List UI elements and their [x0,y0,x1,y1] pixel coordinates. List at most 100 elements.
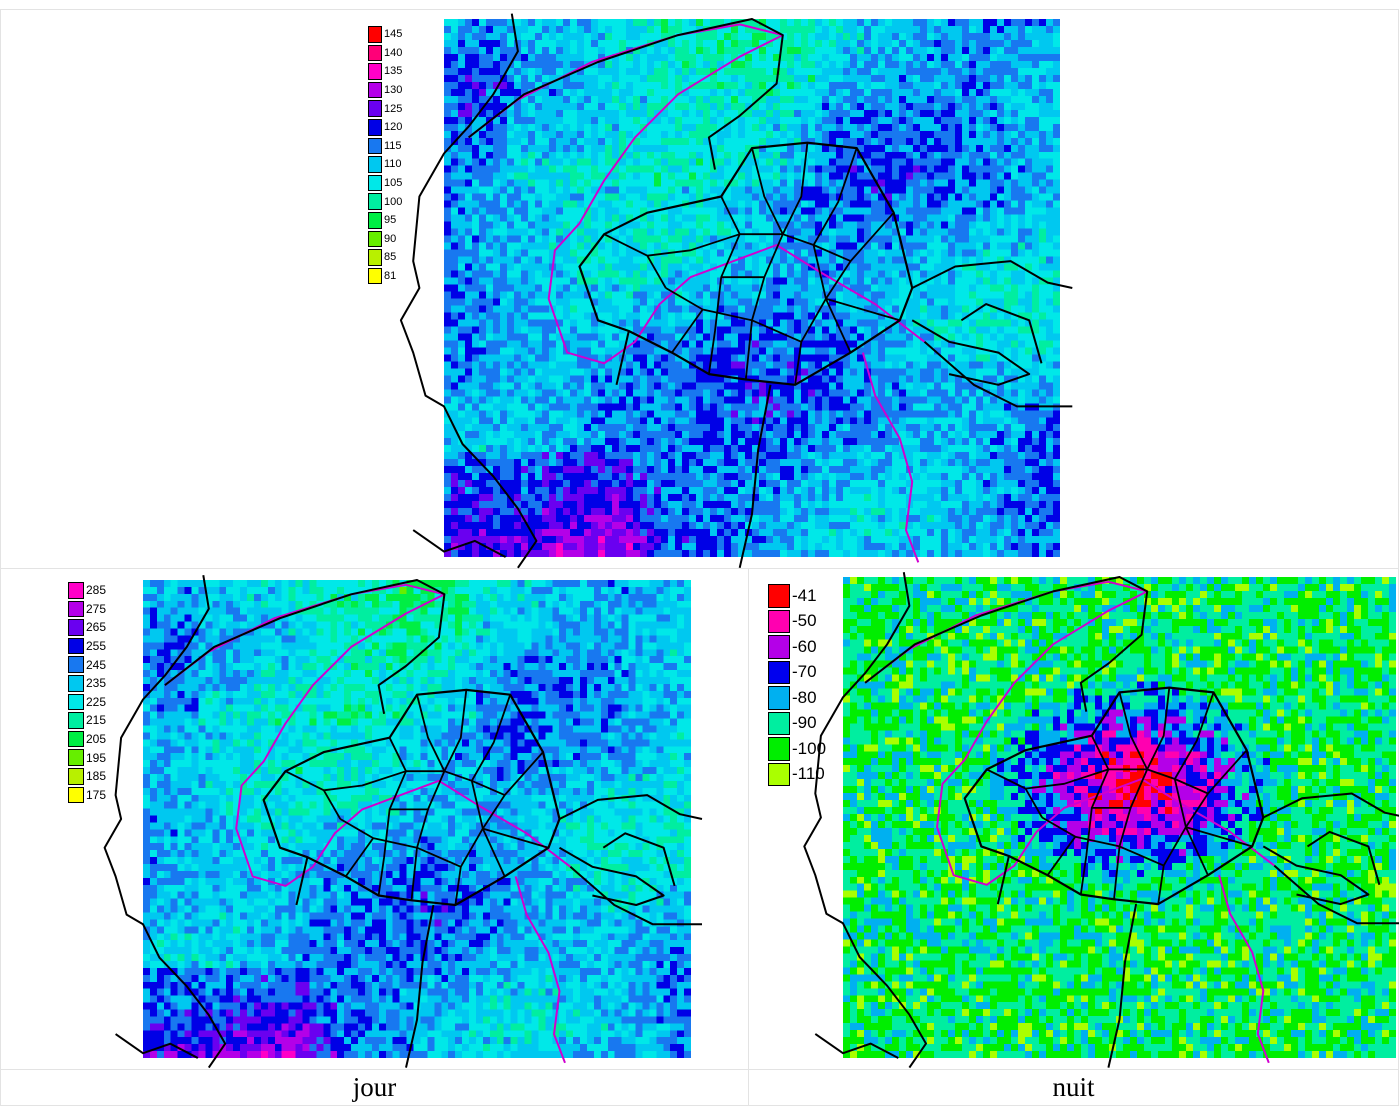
legend-label: 265 [86,620,107,635]
legend-label: 285 [86,583,107,598]
north-loop-border [864,576,1149,712]
city-boundary [963,686,1265,906]
arrondissement-line [345,837,374,877]
arrondissement-line [406,770,484,829]
arrondissement-line [416,694,446,772]
arrondissement-line [1113,846,1121,900]
legend-entry: 245 [68,655,106,674]
legend-entry: 195 [68,748,106,767]
arrondissement-line [1173,692,1215,795]
legend-swatch [768,609,790,633]
legend-swatch [68,730,84,748]
legend-label: 175 [86,787,107,802]
arrondissement-line [671,308,704,354]
arrondissement-line [443,689,468,772]
legend-entry: 255 [68,637,106,656]
arrondissement-line [1041,816,1187,867]
legend-label: 135 [384,65,403,78]
arrondissement-line [377,737,407,896]
legend-entry: 95 [368,211,402,230]
department-border [399,13,538,569]
seine-river [864,580,1275,886]
legend-entry: 205 [68,730,106,749]
legend-label: 255 [86,639,107,654]
east-border [911,260,1073,289]
department-border-sw [814,1033,899,1059]
legend-swatch [368,137,382,155]
legend-swatch [68,767,84,785]
legend-entry: 285 [68,581,106,600]
south-border [405,904,435,1068]
legend-swatch [368,81,382,99]
legend-label: 205 [86,732,107,747]
legend-entry: 135 [368,62,402,81]
map-nuit [803,572,1399,1069]
map-jour [103,575,703,1069]
legend-swatch [768,762,790,786]
department-border-sw [412,529,507,558]
legend-label: 85 [384,251,397,264]
arrondissement-line [781,142,809,235]
legend-label: 245 [86,657,107,672]
legend-entry: 275 [68,600,106,619]
city-boundary [578,141,914,386]
arrondissement-line [1025,768,1109,790]
legend-swatch [768,686,790,710]
legend-swatch [768,584,790,608]
legend-swatch [368,249,382,266]
legend-swatch [68,786,84,804]
legend-swatch [368,156,382,173]
legend-label: -70 [792,662,817,682]
legend-swatch [368,26,382,43]
legend-entry: 175 [68,786,106,805]
south-west-stub [615,330,630,386]
legend-entry: -80 [768,685,826,711]
legend-label: 125 [384,102,403,115]
legend-entry: 100 [368,192,402,211]
legend-nuit: -41 -50 -60 -70 -80 -90 -100 -110 [768,583,826,787]
north-loop-border [164,579,446,714]
legend-label: -90 [792,713,817,733]
arrondissement-line [647,233,740,257]
legend-entry: 235 [68,674,106,693]
arrondissement-line [1118,692,1149,770]
legend-swatch [68,600,84,618]
arrondissement-line [410,847,418,901]
boundaries-jour [103,575,703,1069]
arrondissement-line [1046,836,1077,876]
vincennes-inner [960,303,1043,364]
south-east-border [1273,864,1399,925]
arrondissement-line [1184,749,1248,876]
city-boundary [262,688,561,907]
legend-label: 145 [384,28,403,41]
south-east-border [569,866,702,926]
caption-jour: jour [352,1072,397,1102]
marne-branch [861,352,920,563]
legend-swatch [368,63,382,80]
heatmap-nuit [843,577,1396,1058]
legend-swatch [68,674,84,692]
arrondissement-line [665,287,827,343]
legend-entry: -100 [768,736,826,762]
arrondissement-line [470,694,512,796]
legend-label: 185 [86,769,107,784]
legend-entry: 215 [68,711,106,730]
map-top [399,13,1073,569]
legend-entry: 110 [368,155,402,174]
arrondissement-line [825,297,901,322]
boundaries-top [399,13,1073,569]
legend-label: -50 [792,611,817,631]
legend-swatch [368,193,382,210]
legend-label: -60 [792,636,817,656]
arrondissement-line [482,827,549,849]
heatmap-top [444,19,1060,557]
legend-entry: 140 [368,44,402,63]
arrondissement-line [751,276,766,321]
legend-swatch [368,174,382,192]
arrondissement-line [812,147,858,262]
legend-swatch [368,211,382,229]
legend-entry: -41 [768,583,826,609]
east-border [559,794,703,820]
legend-swatch [368,230,382,248]
south-border [738,384,772,569]
